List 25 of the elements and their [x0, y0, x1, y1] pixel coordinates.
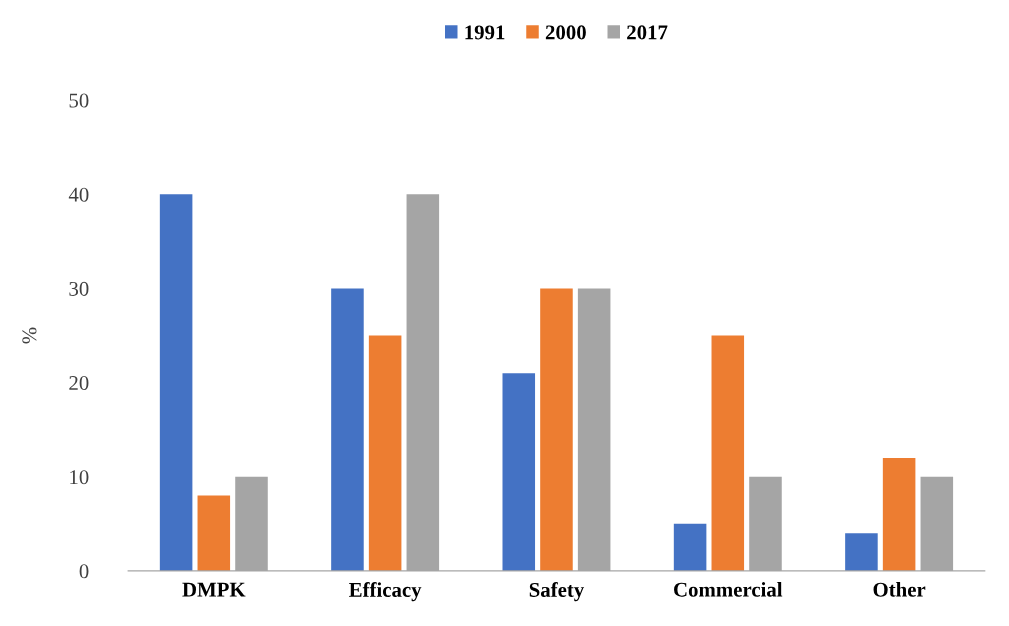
y-tick-label: 50 [69, 93, 89, 108]
y-tick-label: 20 [69, 375, 89, 391]
bar [540, 288, 573, 571]
bar [673, 523, 707, 571]
y-tick-label: 10 [70, 470, 89, 485]
x-tick-label: Commercial [674, 582, 783, 597]
bar [197, 495, 231, 571]
y-axis-title: % [22, 327, 37, 344]
y-tick-label: 0 [79, 564, 89, 579]
bar [882, 457, 916, 571]
legend-label: 2017 [627, 25, 668, 40]
bar [711, 335, 745, 571]
x-tick-label: Safety [529, 582, 585, 602]
x-tick-label: Efficacy [349, 582, 422, 602]
y-tick-label: 40 [68, 187, 89, 202]
x-tick-label: DMPK [182, 582, 246, 597]
x-tick-label: Other [873, 582, 926, 597]
bar [845, 533, 878, 571]
legend-label: 1991 [465, 25, 505, 40]
bar [368, 335, 402, 571]
legend-label: 2000 [545, 25, 586, 40]
bar [159, 194, 193, 571]
bar [502, 373, 536, 571]
y-tick-label: 30 [69, 281, 89, 296]
bar [331, 288, 364, 571]
